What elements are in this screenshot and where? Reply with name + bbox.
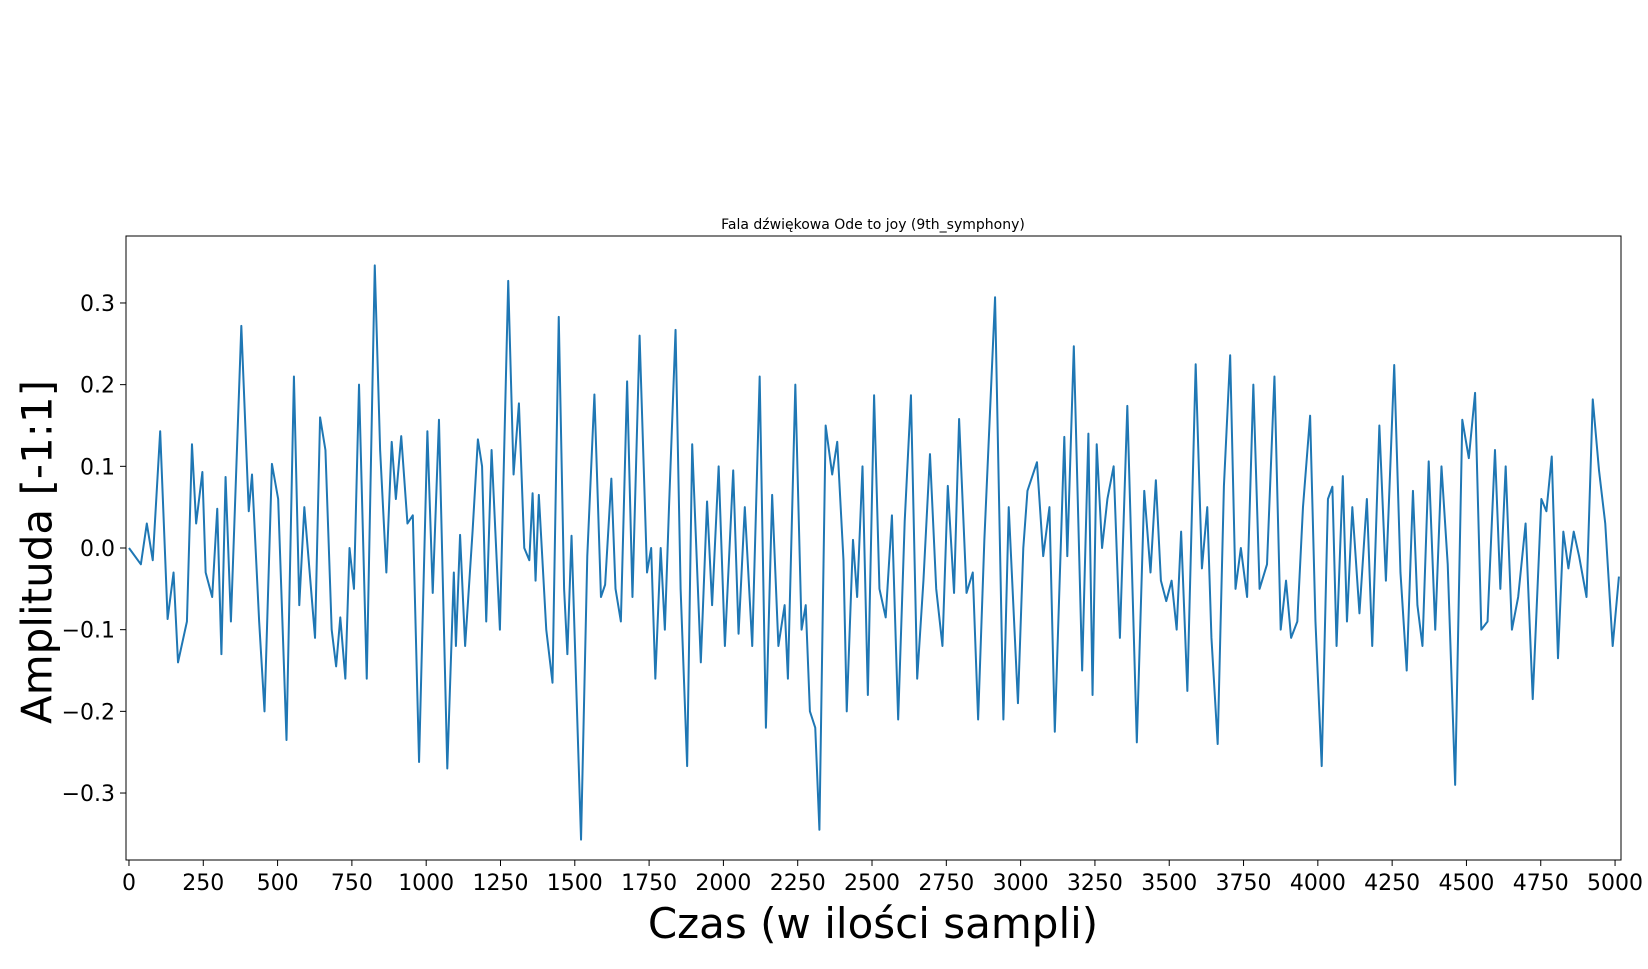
x-tick-label: 2500 bbox=[844, 871, 900, 896]
x-tick-label: 750 bbox=[331, 871, 373, 896]
x-tick-label: 3250 bbox=[1067, 871, 1123, 896]
x-tick-label: 5000 bbox=[1587, 871, 1643, 896]
x-tick-label: 2750 bbox=[918, 871, 974, 896]
y-tick-label: −0.1 bbox=[62, 619, 115, 644]
y-tick-label: −0.2 bbox=[62, 700, 115, 725]
x-axis-label: Czas (w ilości sampli) bbox=[648, 899, 1098, 948]
y-axis-label: Amplituda [-1:1] bbox=[13, 380, 62, 724]
chart-title: Fala dźwiękowa Ode to joy (9th_symphony) bbox=[721, 217, 1025, 233]
x-tick-label: 3500 bbox=[1141, 871, 1197, 896]
x-tick-label: 1250 bbox=[472, 871, 528, 896]
x-tick-label: 0 bbox=[122, 871, 136, 896]
x-tick-label: 4000 bbox=[1290, 871, 1346, 896]
x-tick-label: 4500 bbox=[1438, 871, 1494, 896]
x-tick-label: 4750 bbox=[1513, 871, 1569, 896]
y-tick-label: 0.1 bbox=[80, 455, 115, 480]
x-tick-label: 2000 bbox=[695, 871, 751, 896]
y-tick-label: −0.3 bbox=[62, 782, 115, 807]
x-tick-label: 1000 bbox=[398, 871, 454, 896]
y-tick-label: 0.3 bbox=[80, 292, 115, 317]
x-tick-label: 250 bbox=[182, 871, 224, 896]
x-tick-label: 2250 bbox=[770, 871, 826, 896]
plot-frame bbox=[125, 235, 1622, 861]
x-tick-label: 4250 bbox=[1364, 871, 1420, 896]
x-tick-label: 3750 bbox=[1216, 871, 1272, 896]
x-tick-label: 1750 bbox=[621, 871, 677, 896]
x-tick-label: 500 bbox=[257, 871, 299, 896]
y-tick-label: 0.2 bbox=[80, 374, 115, 399]
x-tick-label: 1500 bbox=[547, 871, 603, 896]
y-tick-label: 0.0 bbox=[80, 537, 115, 562]
waveform-line bbox=[128, 264, 1620, 841]
x-tick-label: 3000 bbox=[993, 871, 1049, 896]
